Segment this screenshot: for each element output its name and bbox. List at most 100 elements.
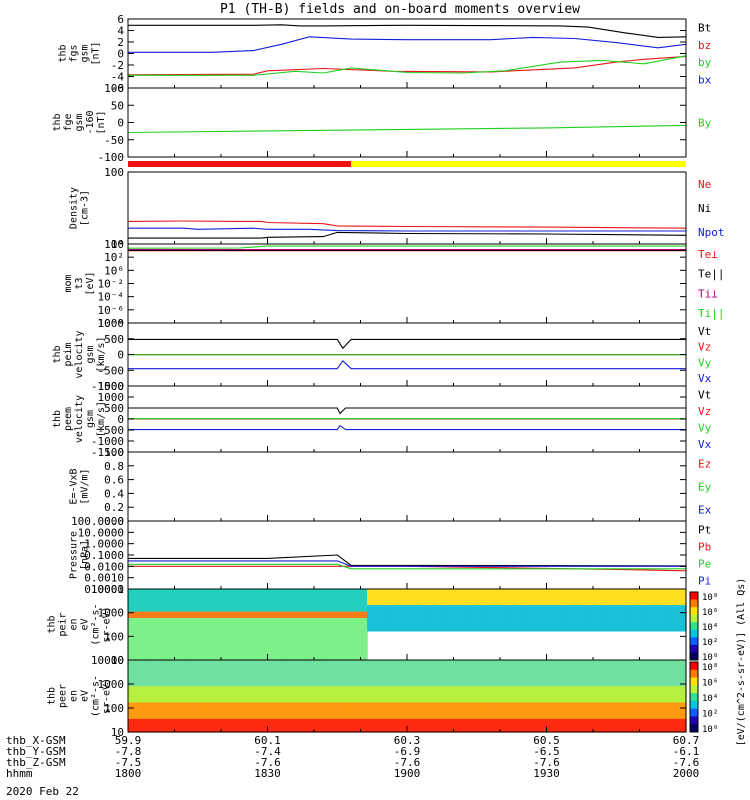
heatmap-cell — [606, 715, 627, 720]
y-axis-label: [eV] — [85, 271, 96, 295]
heatmap-cell — [307, 589, 328, 593]
heatmap-cell — [506, 611, 528, 616]
heatmap-cell — [327, 686, 348, 691]
heatmap-cell — [666, 621, 687, 626]
heatmap-cell — [227, 608, 249, 613]
heatmap-cell — [606, 722, 627, 727]
heatmap-cell — [646, 601, 667, 606]
heatmap-cell — [666, 692, 687, 697]
heatmap-cell — [147, 660, 169, 664]
heatmap-cell — [327, 699, 348, 704]
heatmap-cell — [506, 709, 528, 713]
heatmap-cell — [347, 669, 368, 674]
heatmap-cell — [187, 673, 209, 677]
heatmap-cell — [267, 621, 288, 626]
heatmap-cell — [646, 611, 667, 616]
heatmap-cell — [367, 702, 388, 707]
heatmap-cell — [566, 595, 587, 600]
heatmap-cell — [446, 618, 468, 622]
heatmap-cell — [606, 712, 627, 717]
heatmap-cell — [646, 682, 667, 687]
heatmap-cell — [526, 608, 548, 613]
y-axis-label: [nT] — [91, 41, 102, 65]
heatmap-cell — [347, 637, 368, 642]
heatmap-cell — [387, 715, 408, 720]
heatmap-cell — [347, 679, 368, 684]
y-tick-label: 10 — [111, 654, 124, 667]
heatmap-cell — [506, 627, 528, 632]
heatmap-cell — [526, 627, 548, 632]
heatmap-cell — [347, 673, 368, 677]
heatmap-cell — [646, 728, 667, 733]
heatmap-cell — [387, 618, 408, 622]
legend-bz: bz — [698, 39, 711, 52]
heatmap-cell — [327, 673, 348, 677]
heatmap-cell — [407, 682, 428, 687]
heatmap-cell — [367, 598, 388, 603]
legend-Ti⊥: Ti⊥ — [698, 287, 718, 300]
heatmap-cell — [486, 660, 508, 664]
heatmap-cell — [466, 666, 488, 671]
heatmap-cell — [626, 595, 647, 600]
heatmap-cell — [207, 653, 229, 658]
heatmap-cell — [287, 650, 308, 655]
heatmap-cell — [426, 696, 448, 700]
heatmap-cell — [187, 686, 209, 691]
heatmap-cell — [466, 669, 488, 674]
heatmap-cell — [526, 592, 548, 596]
heatmap-cell — [466, 709, 488, 713]
heatmap-cell — [187, 601, 209, 606]
heatmap-cell — [506, 692, 528, 697]
heatmap-cell — [407, 702, 428, 707]
heatmap-cell — [128, 656, 149, 661]
heatmap-cell — [167, 728, 189, 733]
heatmap-cell — [207, 725, 229, 730]
heatmap-cell — [546, 718, 567, 723]
heatmap-cell — [606, 669, 627, 674]
y-axis-label: eV — [80, 690, 91, 702]
heatmap-cell — [307, 637, 328, 642]
heatmap-cell — [387, 709, 408, 713]
y-tick-label: 10⁻⁴ — [98, 291, 125, 304]
heatmap-cell — [128, 705, 149, 710]
heatmap-cell — [207, 712, 229, 717]
heatmap-cell — [446, 702, 468, 707]
heatmap-cell — [347, 601, 368, 606]
heatmap-cell — [426, 692, 448, 697]
heatmap-cell — [147, 673, 169, 677]
heatmap-cell — [606, 618, 627, 622]
heatmap-cell — [227, 621, 249, 626]
y-tick-label: -1000 — [91, 435, 124, 448]
heatmap-cell — [128, 598, 149, 603]
heatmap-cell — [287, 663, 308, 668]
heatmap-cell — [247, 634, 269, 638]
y-axis-label: sr-eV) — [102, 678, 113, 714]
heatmap-cell — [287, 666, 308, 671]
heatmap-cell — [646, 712, 667, 717]
heatmap-cell — [207, 669, 229, 674]
heatmap-cell — [167, 699, 189, 704]
heatmap-cell — [167, 663, 189, 668]
heatmap-cell — [307, 718, 328, 723]
heatmap-cell — [466, 621, 488, 626]
heatmap-cell — [606, 595, 627, 600]
x-row-value: -7.4 — [254, 745, 281, 758]
colorbar-swatch — [690, 652, 698, 661]
heatmap-cell — [147, 696, 169, 700]
heatmap-cell — [626, 676, 647, 681]
heatmap-cell — [566, 605, 587, 609]
heatmap-cell — [426, 592, 448, 596]
colorbar-swatch — [690, 716, 698, 725]
heatmap-cell — [147, 605, 169, 609]
heatmap-cell — [367, 595, 388, 600]
heatmap-cell — [147, 702, 169, 707]
series-line-Vx — [128, 424, 686, 431]
colorbar-tick: 10⁰ — [702, 653, 718, 663]
heatmap-cell — [666, 689, 687, 694]
heatmap-cell — [247, 692, 269, 697]
heatmap-cell — [307, 686, 328, 691]
heatmap-cell — [167, 640, 189, 645]
heatmap-cell — [387, 676, 408, 681]
heatmap-cell — [546, 712, 567, 717]
